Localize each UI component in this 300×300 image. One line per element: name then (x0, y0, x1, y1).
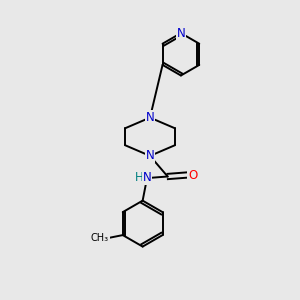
Text: N: N (176, 27, 185, 40)
Text: N: N (146, 111, 154, 124)
Text: CH₃: CH₃ (91, 233, 109, 243)
Text: H: H (135, 172, 143, 184)
Text: N: N (146, 149, 154, 162)
Text: N: N (143, 172, 152, 184)
Text: O: O (188, 169, 197, 182)
